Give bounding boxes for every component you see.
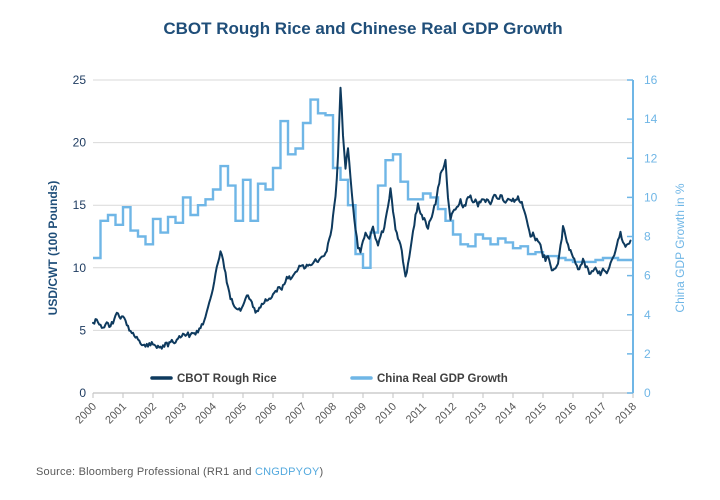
right-tick-label: 6 [644, 269, 651, 283]
legend: CBOT Rough Rice China Real GDP Growth [150, 373, 508, 385]
x-tick-label: 2017 [583, 401, 609, 427]
left-tick-label: 10 [73, 261, 87, 275]
source-text-close: ) [319, 466, 324, 478]
x-tick-label: 2006 [253, 401, 279, 427]
gdp-growth-series [93, 98, 633, 269]
right-tick-label: 0 [644, 386, 651, 400]
x-tick-label: 2014 [493, 401, 519, 427]
right-axis: 0 2 4 6 8 10 12 14 16 [627, 73, 658, 400]
x-tick-label: 2004 [193, 401, 219, 427]
left-tick-label: 5 [79, 323, 86, 337]
source-ticker-link[interactable]: CNGDPYOY [254, 466, 320, 478]
right-tick-label: 4 [644, 308, 651, 322]
x-tick-label: 2003 [163, 401, 189, 427]
source-line: Source: Bloomberg Professional (RR1 and … [36, 466, 323, 478]
legend-label-rough-rice: CBOT Rough Rice [177, 373, 277, 385]
right-tick-label: 16 [644, 73, 658, 87]
right-tick-label: 2 [644, 347, 651, 361]
x-tick-label: 2016 [553, 401, 579, 427]
right-axis-title: China GDP Growth in % [673, 183, 687, 312]
right-tick-label: 12 [644, 151, 658, 165]
x-tick-label: 2018 [613, 401, 639, 427]
x-tick-label: 2008 [313, 401, 339, 427]
source-text: Source: Bloomberg Professional (RR1 and [36, 466, 255, 478]
left-tick-label: 20 [73, 136, 87, 150]
x-tick-label: 2005 [223, 401, 249, 427]
x-axis: 2000 2001 2002 2003 2004 2005 2006 2007 2008 2009… [73, 392, 639, 427]
x-tick-label: 2015 [523, 401, 549, 427]
x-tick-label: 2007 [283, 401, 309, 427]
right-tick-label: 10 [644, 190, 658, 204]
rough-rice-series [92, 86, 632, 350]
gdp-growth-line [93, 98, 633, 269]
x-tick-label: 2009 [343, 401, 369, 427]
x-tick-label: 2013 [463, 401, 489, 427]
x-tick-label: 2012 [433, 401, 459, 427]
rough-rice-line [92, 86, 632, 350]
x-tick-label: 2010 [373, 401, 399, 427]
left-tick-label: 15 [73, 198, 87, 212]
x-tick-label: 2011 [404, 401, 429, 426]
x-tick-label: 2002 [133, 401, 159, 427]
x-tick-label: 2000 [73, 401, 99, 427]
right-tick-label: 14 [644, 112, 658, 126]
gridlines [93, 79, 633, 331]
x-tick-label: 2001 [103, 401, 129, 427]
left-axis: 0 5 10 15 20 25 [73, 73, 87, 400]
left-tick-label: 0 [79, 386, 86, 400]
chart-title: CBOT Rough Rice and Chinese Real GDP Gro… [163, 19, 562, 38]
legend-label-gdp-growth: China Real GDP Growth [377, 373, 508, 385]
left-tick-label: 25 [73, 73, 87, 87]
left-axis-title: USD/CWT (100 Pounds) [46, 181, 60, 316]
right-tick-label: 8 [644, 230, 651, 244]
